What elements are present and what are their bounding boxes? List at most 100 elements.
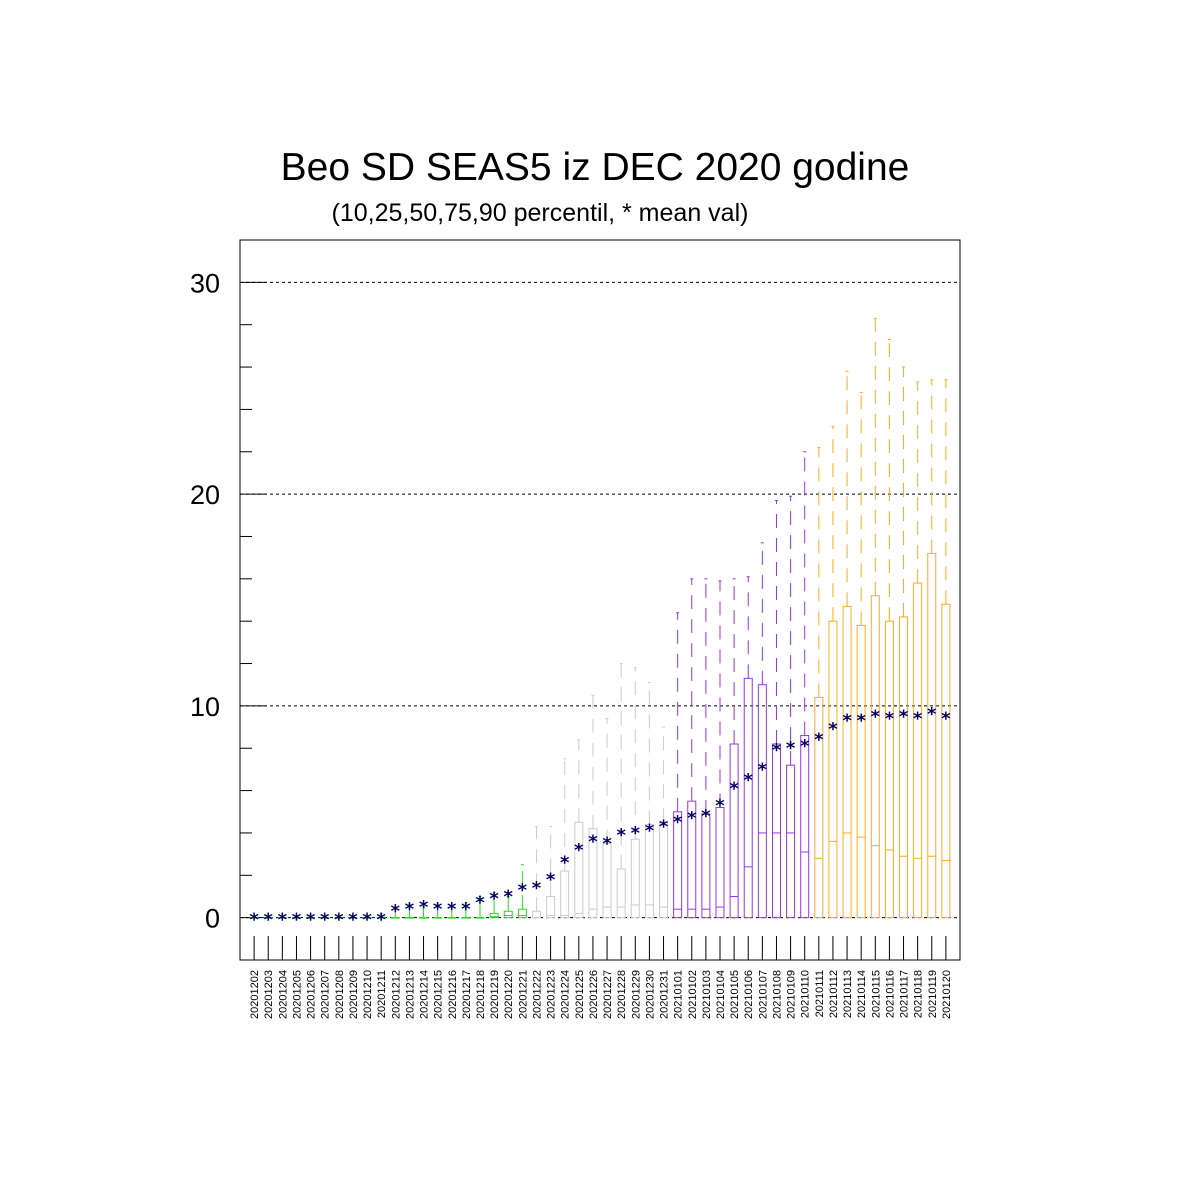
x-tick-label: 20201226: [588, 970, 600, 1019]
mean-marker: *: [405, 899, 415, 920]
mean-marker: *: [518, 880, 528, 901]
box: [757, 684, 767, 919]
x-tick-label: 20210101: [673, 970, 685, 1019]
box: [616, 868, 626, 919]
x-tick-label: 20210117: [899, 970, 911, 1018]
mean-marker: *: [264, 910, 274, 931]
x-tick-label: 20201206: [306, 970, 318, 1019]
x-tick-label: 20210118: [913, 970, 925, 1018]
mean-marker: *: [927, 704, 937, 725]
x-tick-label: 20210102: [687, 970, 699, 1019]
x-tick-label: 20201231: [659, 970, 671, 1019]
mean-marker: *: [729, 778, 739, 799]
mean-marker: *: [631, 823, 641, 844]
y-tick-label: 20: [190, 480, 220, 510]
mean-marker: *: [715, 795, 725, 816]
mean-marker: *: [842, 711, 852, 732]
box: [644, 823, 654, 919]
x-tick-label: 20210108: [771, 970, 783, 1019]
y-tick-label: 30: [190, 268, 220, 298]
x-tick-label: 20201215: [433, 970, 445, 1019]
x-tick-label: 20210104: [715, 970, 727, 1019]
box: [729, 743, 739, 919]
x-tick-label: 20210106: [743, 970, 755, 1019]
mean-marker: *: [306, 910, 316, 931]
x-tick-label: 20201219: [489, 970, 501, 1019]
x-tick-label: 20201204: [277, 970, 289, 1019]
mean-marker: *: [447, 899, 457, 920]
mean-marker: *: [348, 910, 358, 931]
box: [560, 870, 570, 919]
mean-marker: *: [814, 730, 824, 751]
box: [884, 620, 894, 919]
x-tick-label: 20210114: [856, 970, 868, 1018]
x-tick-label: 20201212: [390, 970, 402, 1019]
x-tick-label: 20201216: [447, 970, 459, 1019]
x-tick-label: 20201223: [546, 970, 558, 1019]
box: [927, 552, 937, 919]
x-tick-label: 20210110: [800, 970, 812, 1018]
mean-marker: *: [362, 910, 372, 931]
mean-marker: *: [376, 910, 386, 931]
box: [715, 807, 725, 919]
x-tick-label: 20210111: [814, 970, 826, 1017]
box: [701, 813, 711, 919]
box: [687, 800, 697, 919]
box: [659, 821, 669, 919]
mean-marker: *: [588, 831, 598, 852]
x-tick-label: 20201217: [461, 970, 473, 1019]
box: [588, 828, 598, 919]
box: [913, 582, 923, 919]
x-tick-label: 20201218: [475, 970, 487, 1019]
box: [602, 843, 612, 919]
box: [800, 735, 810, 919]
mean-marker: *: [546, 869, 556, 890]
mean-marker: *: [334, 910, 344, 931]
mean-marker: *: [461, 899, 471, 920]
box: [546, 895, 556, 919]
x-tick-label: 20201211: [376, 970, 388, 1018]
x-tick-label: 20210103: [701, 970, 713, 1019]
mean-marker: *: [687, 808, 697, 829]
mean-marker: *: [616, 825, 626, 846]
x-tick-label: 20210115: [870, 970, 882, 1018]
x-tick-label: 20201227: [602, 970, 614, 1019]
x-tick-label: 20201210: [362, 970, 374, 1019]
box: [856, 624, 866, 919]
mean-marker: *: [532, 878, 542, 899]
mean-marker: *: [941, 708, 951, 729]
box: [630, 838, 640, 919]
plot-frame: [239, 239, 961, 961]
box: [503, 910, 513, 919]
x-tick-label: 20201229: [630, 970, 642, 1019]
x-tick-label: 20201213: [404, 970, 416, 1019]
x-tick-label: 20201224: [560, 970, 572, 1019]
mean-marker: *: [560, 852, 570, 873]
mean-marker: *: [871, 706, 881, 727]
mean-marker: *: [292, 910, 302, 931]
mean-marker: *: [786, 738, 796, 759]
x-tick-label: 20201225: [574, 970, 586, 1019]
x-tick-label: 20201220: [503, 970, 515, 1019]
box: [517, 908, 527, 919]
box: [870, 595, 880, 919]
box: [531, 910, 541, 919]
mean-marker: *: [701, 806, 711, 827]
mean-marker: *: [856, 711, 866, 732]
mean-marker: *: [913, 708, 923, 729]
x-tick-label: 20201209: [348, 970, 360, 1019]
box: [941, 603, 951, 919]
x-tick-label: 20201208: [334, 970, 346, 1019]
x-tick-label: 20210116: [884, 970, 896, 1018]
y-tick-label: 0: [205, 904, 220, 934]
mean-marker: *: [673, 812, 683, 833]
x-tick-label: 20201221: [517, 970, 529, 1019]
mean-marker: *: [489, 888, 499, 909]
box: [786, 764, 796, 919]
x-tick-label: 20201207: [320, 970, 332, 1019]
box: [743, 677, 753, 919]
mean-marker: *: [800, 736, 810, 757]
x-tick-label: 20201202: [249, 970, 261, 1019]
